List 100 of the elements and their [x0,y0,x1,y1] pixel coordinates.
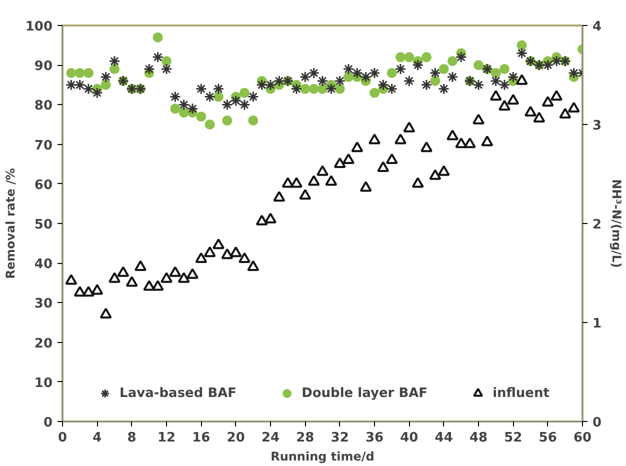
point [290,177,302,188]
point [370,88,380,98]
y-tick-label: 40 [34,257,53,272]
x-tick-label: 36 [365,430,384,446]
point [351,67,363,79]
point [403,122,416,132]
point [91,284,104,295]
point [178,98,190,110]
point [178,108,189,118]
y-tick-label: 50 [34,218,53,232]
point [299,71,311,83]
point [394,63,406,75]
point [162,56,172,66]
y-tick-label: 100 [25,20,53,34]
point [196,112,206,122]
y2-axis-title: NH³-N/(mg/L) [610,179,624,268]
point [248,116,258,126]
legend-label: Lava-based BAF [120,386,237,400]
point [429,67,441,79]
point [169,266,182,277]
point [412,177,424,188]
point [342,153,354,164]
x-tick-label: 32 [330,430,349,446]
point [386,68,397,78]
point [533,112,546,122]
x-axis-title: Running time/d [270,450,374,464]
point [438,64,449,74]
point [422,52,432,62]
point [368,134,380,144]
point [134,260,146,271]
point [516,40,527,50]
point [204,246,216,258]
point [368,67,380,79]
point [403,75,415,87]
point [195,252,208,264]
point [325,83,337,95]
point [74,79,86,91]
point [247,91,259,103]
point [334,75,346,87]
point [308,84,319,94]
point [568,67,580,79]
y-tick-label: 0 [43,416,52,430]
point [66,68,76,78]
y-tick-label: 20 [34,336,53,352]
point [318,84,328,94]
point [91,87,103,99]
point [299,189,312,200]
point [308,175,320,186]
point [273,190,286,202]
point [100,80,111,90]
point [100,308,112,318]
point [490,75,502,87]
x-tick-label: 24 [261,430,280,446]
point [264,79,276,91]
point [74,68,85,78]
point [204,120,215,130]
point [84,68,94,78]
point [247,260,260,271]
point [170,104,180,114]
point [222,116,232,126]
point [550,90,562,101]
point [377,79,389,91]
point [204,91,216,103]
point [169,91,181,103]
point [472,114,484,124]
x-tick-label: 8 [127,430,136,446]
point [474,60,484,70]
point [290,83,302,95]
point [412,59,424,71]
point [186,102,198,114]
point [455,138,468,148]
point [464,138,476,148]
point [490,90,502,101]
point [316,165,328,176]
point [152,280,164,291]
point [264,212,276,224]
point [126,276,138,287]
point [238,98,250,110]
point [429,169,442,180]
x-tick-label: 40 [400,430,418,446]
point [300,84,310,94]
point [507,71,519,83]
x-tick-label: 20 [226,430,245,446]
point [542,59,554,71]
point [152,32,163,42]
point [568,102,580,113]
point [316,75,328,87]
point [230,94,242,106]
x-tick-label: 0 [58,430,68,446]
point [65,79,77,91]
point [221,248,234,260]
point [438,83,450,95]
point [308,67,320,79]
y-tick-label: 90 [34,59,53,74]
y2-tick-label: 3 [592,118,602,134]
y-tick-label: 60 [34,178,53,193]
point [490,68,501,78]
point [377,161,390,172]
point [160,63,172,75]
y-tick-label: 30 [34,296,53,312]
